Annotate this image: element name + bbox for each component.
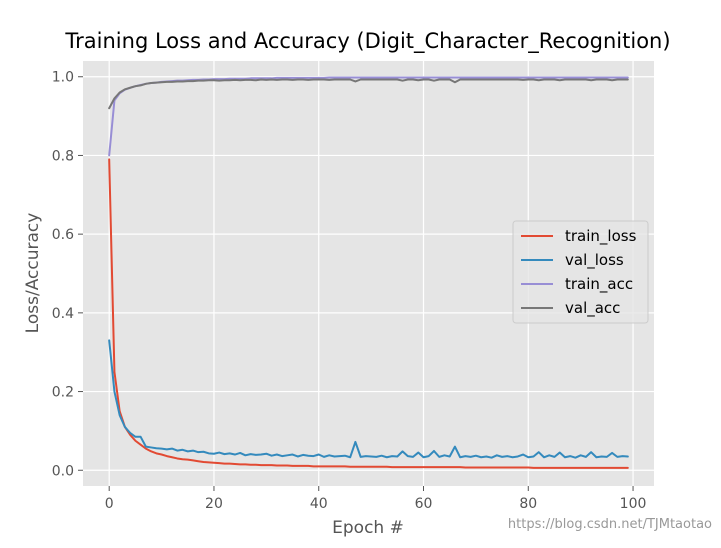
legend-label: train_loss (565, 227, 637, 246)
x-tick-label: 60 (415, 496, 433, 512)
y-axis-label: Loss/Accuracy (23, 213, 43, 334)
series-lines (108, 76, 629, 469)
chart-title: Training Loss and Accuracy (Digit_Charac… (64, 29, 670, 54)
y-tick-label: 0.8 (52, 148, 74, 164)
series-line-train-loss (108, 158, 629, 469)
legend: train_loss val_loss train_acc val_acc (512, 220, 649, 324)
y-tick-label: 0.0 (52, 463, 74, 479)
x-tick-label: 80 (519, 496, 537, 512)
x-tick-label: 20 (205, 496, 223, 512)
legend-box (512, 220, 649, 324)
y-tick-label: 0.6 (52, 227, 74, 243)
x-tick-label: 100 (620, 496, 647, 512)
x-axis-label: Epoch # (332, 518, 404, 538)
legend-label: train_acc (565, 275, 633, 294)
series-line-val-acc (108, 78, 629, 110)
y-tick-label: 1.0 (52, 70, 74, 86)
series-line-val-loss (108, 339, 629, 459)
legend-label: val_acc (565, 299, 620, 318)
x-tick-label: 40 (310, 496, 328, 512)
y-tick-label: 0.2 (52, 385, 74, 401)
watermark-text: https://blog.csdn.net/TJMtaotao (508, 517, 712, 532)
legend-label: val_loss (565, 251, 624, 270)
x-tick-label: 0 (105, 496, 114, 512)
y-tick-label: 0.4 (52, 306, 74, 322)
axis-ticks: 0 20 40 60 80 100 0.0 0.2 0.4 0.6 0.8 1.0 (52, 70, 647, 512)
